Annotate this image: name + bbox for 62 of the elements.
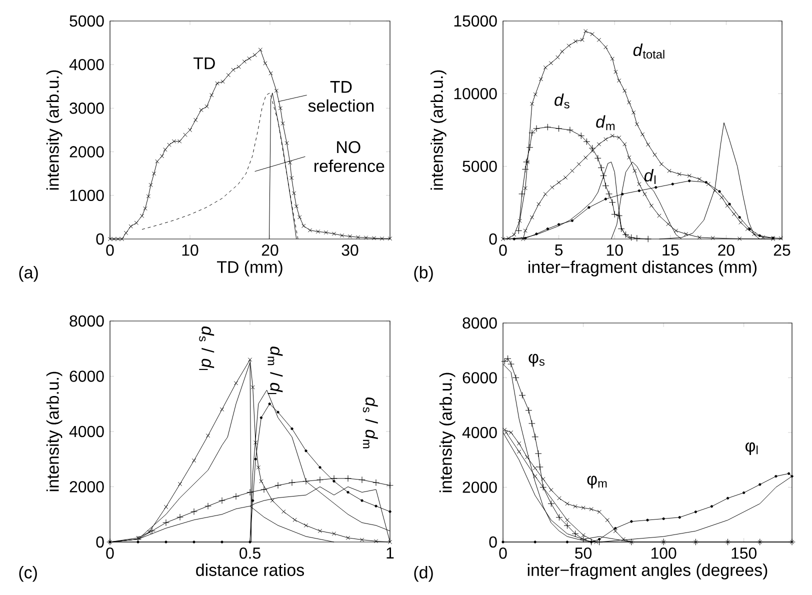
y-tick-label: 0 [96,536,104,548]
text: d$_{s}$ / d$_{l}$ [199,326,214,370]
x-tick-label: 20 [262,244,278,256]
x-tick-label: 0 [106,548,114,559]
text: d$_{s}$ / d$_{m}$ [362,398,378,448]
x-axis-title: TD (mm) [216,260,282,276]
y-tick-label: 6000 [462,372,497,384]
series-label: TD [193,57,215,70]
x-tick-label: 15 [662,244,679,256]
y-axis-title: intensity (arb.u.) [46,70,62,190]
y-tick-label: 2000 [70,481,104,492]
series-label: TD selection [308,81,374,112]
text: (a) [19,266,38,282]
series-label: d$_{m}$ [596,115,615,130]
y-tick-label: 8000 [462,317,497,329]
y-tick-label: 4000 [69,426,104,438]
x-tick-label: 20 [718,244,734,256]
series-label: NO reference [314,141,384,172]
series-label: d$_{total}$ [633,44,664,59]
y-tick-label: 1000 [70,190,104,202]
y-tick-label: 0 [489,233,497,245]
x-tick-label: 10 [182,244,198,256]
x-tick-label: 0 [106,244,114,256]
x-tick-label: 150 [732,548,757,559]
y-tick-label: 0 [96,233,104,245]
y-tick-label: 2000 [462,482,497,493]
x-tick-label: 1 [386,548,394,558]
x-tick-label: 5 [555,244,563,256]
y-tick-label: 4000 [69,58,104,70]
x-tick-label: 10 [606,244,623,256]
y-tick-label: 0 [489,536,497,548]
y-tick-label: 6000 [70,370,104,382]
text: (b) [414,266,433,282]
y-axis-title: intensity (arb.u.) [46,372,62,492]
text: (d) [414,566,433,582]
series-label: d$_{s}$ [554,93,570,108]
y-axis-title: intensity (arb.u.) [439,372,456,492]
x-tick-label: 30 [342,244,358,256]
y-tick-label: 5000 [462,160,497,172]
y-tick-label: 4000 [462,426,497,438]
y-tick-label: 8000 [70,315,104,327]
y-tick-label: 5000 [70,15,104,27]
x-tick-label: 100 [651,548,676,559]
series-label: φ$_{l}$ [746,442,758,455]
x-tick-label: 0 [499,244,507,256]
x-axis-title: inter−fragment distances (mm) [528,260,756,276]
text: (c) [19,566,37,582]
text: d$_{m}$ / d$_{l}$ [268,346,283,394]
x-tick-label: 50 [575,548,592,559]
series-label: d$_{l}$ [644,169,656,184]
series-label: φ$_{s}$ [528,354,544,367]
x-tick-label: 25 [774,244,790,256]
series-label: φ$_{m}$ [587,476,607,488]
x-tick-label: 0.5 [240,548,260,559]
y-tick-label: 3000 [70,102,104,114]
y-axis-title: intensity (arb.u.) [430,70,446,190]
y-tick-label: 15000 [454,15,497,27]
y-tick-label: 2000 [70,146,104,158]
x-axis-title: inter−fragment angles (degrees) [528,564,768,580]
y-tick-label: 10000 [454,88,497,100]
x-axis-title: distance ratios [196,564,304,576]
x-tick-label: 0 [499,548,507,559]
